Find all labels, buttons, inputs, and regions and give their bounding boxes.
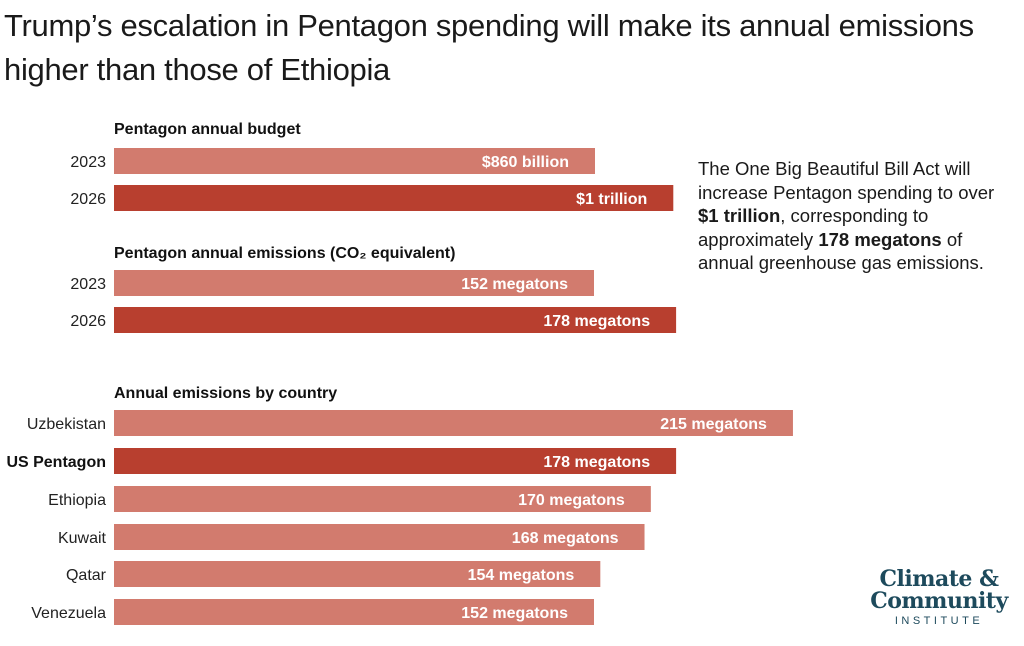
category-label-1-0: 2023 <box>70 276 106 293</box>
category-label-2-1: US Pentagon <box>6 454 106 471</box>
bar-2-4 <box>114 561 601 587</box>
annotation-text: The One Big Beautiful Bill Act will incr… <box>698 157 1018 275</box>
climate-community-institute-logo: Climate & Community INSTITUTE <box>866 568 1012 627</box>
category-label-1-1: 2026 <box>70 313 106 330</box>
value-label-2-3: 168 megatons <box>512 530 619 547</box>
annotation-part3: of annual greenhouse gas emissions. <box>698 228 984 274</box>
value-label-1-1: 178 megatons <box>543 313 650 330</box>
bar-0-1 <box>114 185 674 211</box>
bar-1-1 <box>114 307 677 333</box>
category-label-0-1: 2026 <box>70 191 106 208</box>
bar-2-2 <box>114 486 651 512</box>
panel-title-2: Annual emissions by country <box>114 385 337 402</box>
annotation-bold-trillion: $1 trillion <box>698 205 781 226</box>
annotation-part1: The One Big Beautiful Bill Act will incr… <box>698 158 995 203</box>
value-label-2-4: 154 megatons <box>468 567 575 584</box>
logo-line-1: Climate & <box>879 566 999 592</box>
value-label-0-1: $1 trillion <box>576 191 647 208</box>
annotation-part2: , corresponding to approximately <box>698 205 929 250</box>
bar-2-3 <box>114 524 645 550</box>
bar-2-5 <box>114 599 595 625</box>
category-label-2-5: Venezuela <box>31 605 106 622</box>
value-label-0-0: $860 billion <box>482 154 569 171</box>
category-label-2-0: Uzbekistan <box>27 416 106 433</box>
bar-0-0 <box>114 148 595 174</box>
chart-title: Trump’s escalation in Pentagon spending … <box>4 8 974 87</box>
category-label-2-3: Kuwait <box>58 530 107 547</box>
panel-title-0: Pentagon annual budget <box>114 121 301 138</box>
value-label-1-0: 152 megatons <box>461 276 568 293</box>
logo-line-2: Community <box>870 588 1008 614</box>
annotation-bold-megatons: 178 megatons <box>818 228 942 250</box>
bar-2-0 <box>114 410 793 436</box>
panel-title-1: Pentagon annual emissions (CO₂ equivalen… <box>114 245 455 262</box>
bar-1-0 <box>114 270 595 296</box>
value-label-2-2: 170 megatons <box>518 492 625 509</box>
bar-2-1 <box>114 448 677 474</box>
category-label-2-2: Ethiopia <box>48 492 106 509</box>
value-label-2-1: 178 megatons <box>543 454 650 471</box>
value-label-2-0: 215 megatons <box>660 416 767 433</box>
category-label-0-0: 2023 <box>70 154 106 171</box>
logo-line-3: INSTITUTE <box>894 615 984 627</box>
category-label-2-4: Qatar <box>66 567 107 584</box>
value-label-2-5: 152 megatons <box>461 605 568 622</box>
